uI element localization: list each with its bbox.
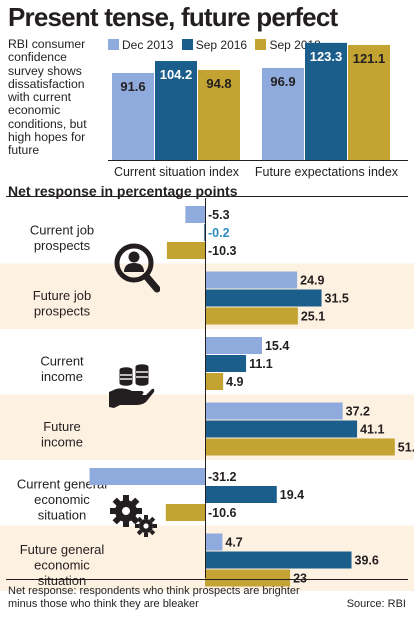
net-value-label: 23: [293, 572, 307, 586]
index-value-label: 104.2: [160, 67, 193, 82]
intro-line: future: [8, 143, 40, 158]
net-value-label: 15.4: [265, 339, 289, 353]
category-label: prospects: [34, 238, 91, 253]
index-value-label: 123.3: [310, 49, 343, 64]
net-value-label: 41.1: [360, 423, 384, 437]
net-value-label: 4.9: [226, 375, 243, 389]
intro-line: RBI consumer: [8, 37, 86, 51]
category-label: economic: [34, 492, 90, 507]
footnote-line: Net response: respondents who think pros…: [8, 585, 300, 597]
index-bar: [262, 67, 304, 160]
index-value-label: 96.9: [270, 74, 295, 89]
net-value-label: -5.3: [208, 208, 230, 222]
net-bar: [205, 289, 322, 307]
category-label: Future: [43, 419, 81, 434]
footnote: Net response: respondents who think pros…: [8, 585, 300, 611]
legend-item-dec-2013: Dec 2013: [108, 38, 173, 52]
net-value-label: 24.9: [300, 274, 324, 288]
net-bar: [166, 242, 205, 259]
category-label: situation: [38, 573, 86, 588]
legend-swatch: [255, 39, 267, 50]
category-label: Current job: [30, 222, 94, 237]
index-bar: [155, 61, 197, 161]
net-value-label: -10.6: [208, 506, 237, 520]
gears-icon: [110, 495, 157, 537]
category-label: Future general: [20, 542, 105, 557]
net-value-label: -10.3: [208, 244, 237, 258]
net-value-label: 25.1: [301, 310, 325, 324]
category-label: Current general: [17, 477, 107, 492]
net-bar: [205, 486, 277, 503]
footnote-line: minus those who think they are bleaker: [8, 598, 199, 610]
net-bar: [185, 206, 205, 223]
net-value-label: 39.6: [355, 554, 379, 568]
net-bar: [205, 569, 291, 587]
intro-line: dissatisfaction: [8, 76, 85, 91]
legend-label: Sep 2016: [195, 38, 248, 52]
net-bar: [205, 402, 343, 420]
net-bar: [205, 373, 224, 390]
index-value-label: 121.1: [353, 51, 386, 66]
index-bar: [112, 72, 154, 160]
index-bar: [305, 42, 347, 160]
net-value-label: 19.4: [280, 488, 304, 502]
legend: Dec 2013 Sep 2016 Sep 2018: [108, 38, 326, 52]
index-value-label: 91.6: [120, 79, 145, 94]
index-bar: [348, 44, 390, 160]
money-hand-icon: [109, 364, 155, 408]
net-value-label: 11.1: [249, 357, 273, 371]
net-value-label: 31.5: [325, 292, 349, 306]
category-label: Current: [40, 353, 84, 368]
category-label: Future job: [33, 288, 92, 303]
legend-swatch: [181, 39, 193, 50]
person-search-icon: [114, 243, 160, 293]
net-bar: [165, 504, 205, 521]
net-bar: [205, 420, 358, 438]
intro-line: high hopes for: [8, 130, 86, 145]
intro-text: RBI consumer confidence survey shows dis…: [8, 37, 104, 158]
net-bar: [205, 551, 352, 569]
net-bar: [205, 307, 298, 325]
index-category-label: Future expectations index: [255, 165, 399, 179]
category-label: prospects: [34, 303, 91, 318]
category-label: situation: [38, 508, 86, 523]
category-label: economic: [34, 558, 90, 573]
net-value-label: 37.2: [346, 405, 370, 419]
index-category-label: Current situation index: [114, 165, 240, 179]
net-bar: [205, 438, 395, 456]
intro-line: survey shows: [8, 63, 82, 78]
source-note: Source: RBI: [346, 598, 406, 610]
category-label: income: [41, 434, 83, 449]
index-bar: [198, 69, 240, 160]
intro-line: with current: [8, 90, 71, 105]
net-bar: [89, 468, 205, 485]
legend-label: Dec 2013: [122, 38, 174, 52]
index-value-label: 94.8: [206, 76, 231, 91]
net-bar: [205, 355, 247, 372]
intro-line: economic: [8, 103, 61, 118]
legend-item-sep-2016: Sep 2016: [181, 38, 248, 52]
net-value-label: 4.7: [225, 536, 242, 550]
net-bar: [204, 224, 206, 241]
net-bar: [205, 533, 223, 551]
net-value-label: -31.2: [208, 470, 237, 484]
net-bar: [205, 271, 298, 289]
net-value-label: -0.2: [208, 226, 230, 240]
page-title: Present tense, future perfect: [8, 2, 338, 32]
net-response-heading: Net response in percentage points: [8, 183, 238, 199]
net-value-label: 51.3: [398, 441, 414, 455]
category-label: income: [41, 369, 83, 384]
intro-line: conditions, but: [8, 116, 87, 131]
net-bar: [205, 337, 262, 354]
intro-line: confidence: [8, 50, 67, 65]
legend-swatch: [108, 39, 119, 50]
